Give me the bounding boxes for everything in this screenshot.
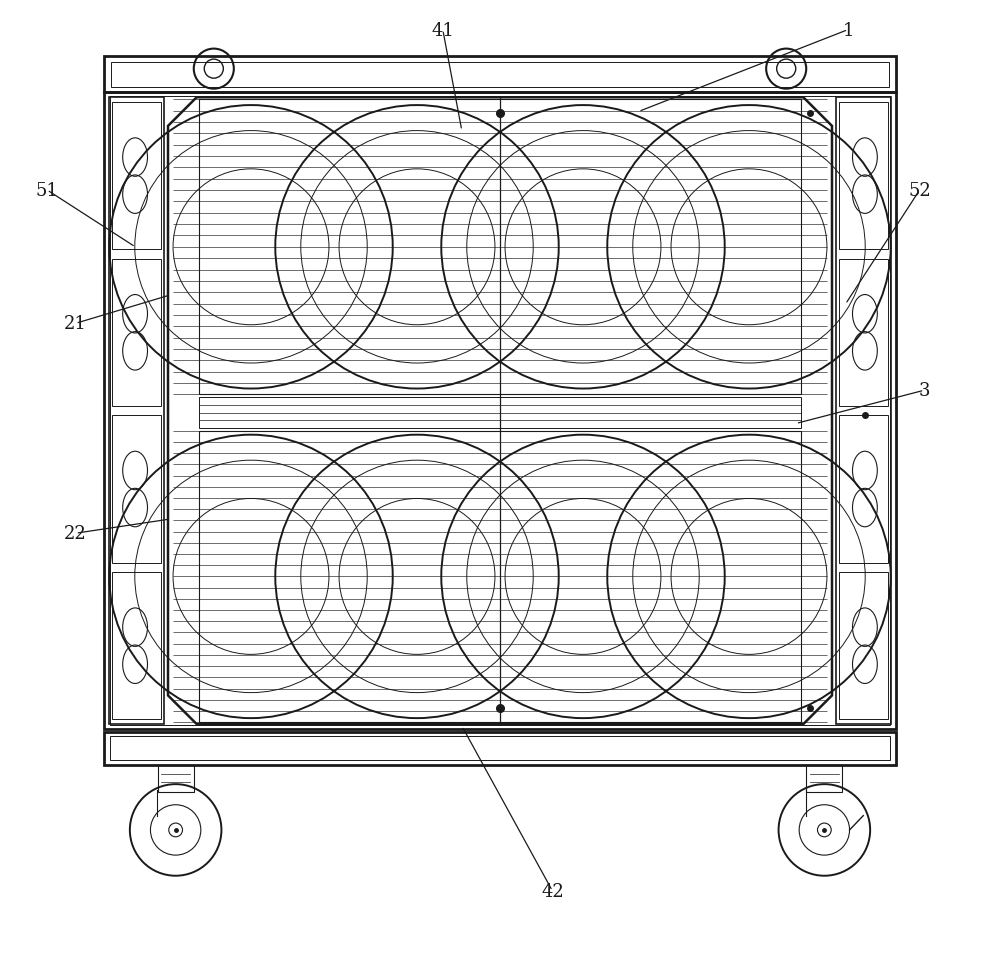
Bar xyxy=(112,103,161,250)
Text: 1: 1 xyxy=(842,22,854,39)
Bar xyxy=(104,57,896,93)
Bar xyxy=(806,765,842,792)
Bar xyxy=(158,765,194,792)
Bar xyxy=(839,416,888,563)
Bar xyxy=(199,398,801,429)
Bar xyxy=(104,732,896,765)
Bar xyxy=(110,737,890,760)
Text: 41: 41 xyxy=(431,22,454,39)
Bar xyxy=(839,573,888,720)
Text: 21: 21 xyxy=(64,315,87,333)
Bar xyxy=(109,98,164,724)
Text: 3: 3 xyxy=(919,382,930,399)
Bar xyxy=(199,431,801,722)
Bar xyxy=(839,259,888,407)
Bar xyxy=(839,103,888,250)
Bar xyxy=(112,416,161,563)
Bar xyxy=(110,97,890,725)
Text: 22: 22 xyxy=(64,525,87,542)
Text: 42: 42 xyxy=(541,882,564,900)
Text: 52: 52 xyxy=(908,182,931,199)
Bar xyxy=(199,100,801,395)
Bar xyxy=(112,573,161,720)
Bar xyxy=(104,93,896,729)
Bar xyxy=(112,259,161,407)
Bar xyxy=(111,63,889,88)
Bar xyxy=(836,98,891,724)
Text: 51: 51 xyxy=(35,182,58,199)
